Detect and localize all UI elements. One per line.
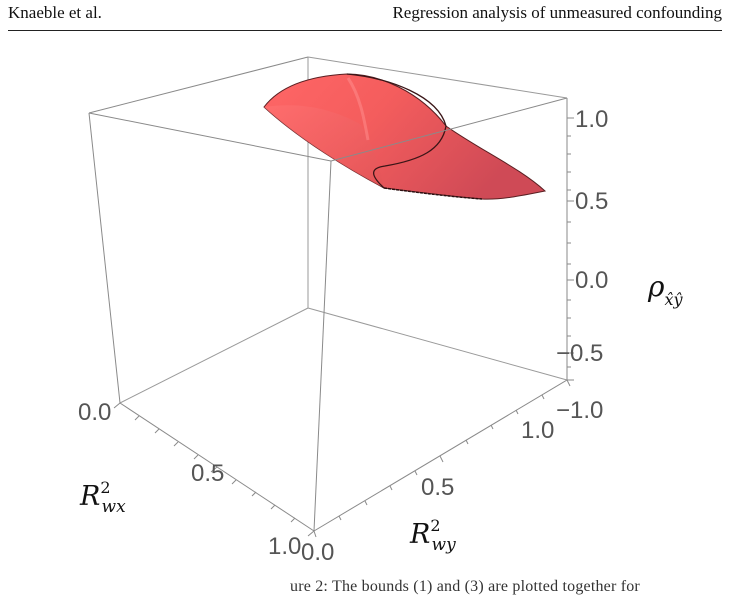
figure-caption: ure 2: The bounds (1) and (3) are plotte… [290,578,640,595]
z-tick-label: −1.0 [556,397,603,424]
author-header: Knaeble et al. [8,3,102,22]
z-tick-label: 0.5 [575,188,608,215]
axis-titles: R2 wx R2 wy ρx̂ŷ [79,270,683,555]
z-axis-ticks [567,117,574,381]
plot-box-back [119,56,568,404]
y-tick-label: 0.5 [421,474,454,501]
x-axis-tick-labels: 0.0 0.5 1.0 [78,399,301,560]
surface-highlight [346,77,370,141]
box-edge-back-bottom-right [307,307,568,381]
x-tick-label: 0.0 [78,399,111,426]
y-axis-ticks [313,379,571,538]
box-edge-front-vertical [313,160,332,532]
z-axis-title: ρx̂ŷ [647,270,683,309]
z-tick-label: 0.0 [575,267,608,294]
box-edge-top-front [88,112,332,162]
y-axis-title: R2 wy [409,516,456,555]
paper-title-header: Regression analysis of unmeasured confou… [392,3,722,22]
box-edge-back-top [307,56,568,99]
box-edge-back-bottom-left [119,307,309,404]
surface-lower-edge [383,187,483,200]
x-axis-title: R2 wx [79,478,126,517]
surface-curl [346,73,447,189]
x-tick-label: 1.0 [268,533,301,560]
running-head: Knaeble et al. Regression analysis of un… [8,0,722,31]
plot-box-front [88,56,568,532]
z-tick-label: 1.0 [575,106,608,133]
y-tick-label: 1.0 [521,417,554,444]
y-axis-tick-labels: 0.0 0.5 1.0 [301,417,554,566]
box-edge-top-left [88,56,309,114]
x-axis-ticks [113,402,315,537]
surface-fold-left [264,105,384,188]
z-axis-tick-labels: 1.0 0.5 0.0 −0.5 −1.0 [556,106,608,424]
red-surface [263,73,547,200]
box-edge-left-vertical [88,112,121,404]
box-edge-bottom-right [313,379,568,532]
y-tick-label: 0.0 [301,539,334,566]
x-tick-label: 0.5 [191,460,224,487]
box-edge-top-right [330,97,568,162]
z-tick-label: −0.5 [556,340,603,367]
